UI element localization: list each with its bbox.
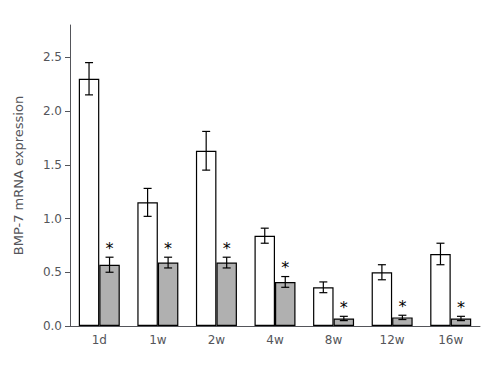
svg-text:2.5: 2.5 (43, 50, 62, 64)
svg-text:1d: 1d (92, 333, 107, 347)
svg-text:BMP-7 mRNA expression: BMP-7 mRNA expression (11, 96, 26, 255)
svg-text:*: * (457, 298, 465, 317)
svg-text:*: * (281, 258, 289, 277)
svg-text:1w: 1w (149, 333, 167, 347)
svg-text:4w: 4w (266, 333, 284, 347)
svg-text:2w: 2w (208, 333, 226, 347)
svg-text:*: * (164, 239, 172, 258)
svg-text:*: * (398, 297, 406, 316)
svg-text:16w: 16w (438, 333, 463, 347)
svg-text:*: * (106, 239, 114, 258)
svg-text:0.0: 0.0 (43, 319, 62, 333)
svg-text:12w: 12w (380, 333, 405, 347)
svg-text:2.0: 2.0 (43, 104, 62, 118)
svg-text:*: * (340, 298, 348, 317)
svg-text:8w: 8w (325, 333, 343, 347)
svg-text:0.5: 0.5 (43, 265, 62, 279)
svg-text:1.0: 1.0 (43, 212, 62, 226)
svg-text:1.5: 1.5 (43, 158, 62, 172)
svg-text:*: * (223, 239, 231, 258)
